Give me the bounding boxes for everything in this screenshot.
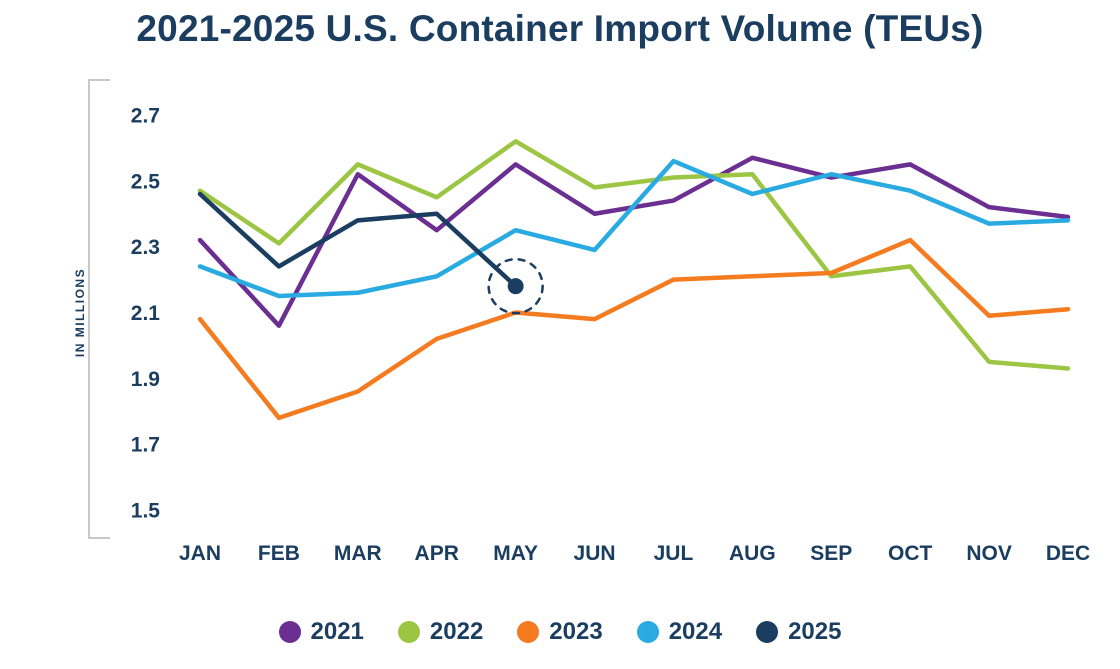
x-tick-label: MAY — [493, 542, 538, 565]
y-axis-title: IN MILLIONS — [73, 268, 87, 357]
legend-label: 2025 — [788, 618, 842, 645]
legend-item-2024: 2024 — [636, 618, 723, 646]
x-tick-label: NOV — [966, 542, 1012, 565]
x-tick-label: APR — [415, 542, 459, 565]
chart-title: 2021-2025 U.S. Container Import Volume (… — [136, 8, 984, 49]
x-tick-label: SEP — [810, 542, 852, 565]
y-tick-label: 1.9 — [131, 368, 160, 391]
y-tick-label: 2.1 — [131, 302, 161, 325]
legend-item-2023: 2023 — [517, 618, 603, 646]
legend-item-2021: 2021 — [278, 618, 364, 646]
highlight-dashed-circle — [487, 257, 544, 315]
x-tick-label: OCT — [888, 542, 933, 565]
y-axis-line — [88, 79, 110, 539]
legend-dot-2021 — [278, 621, 301, 643]
legend-dot-2023 — [517, 621, 540, 643]
legend-label: 2022 — [429, 618, 484, 645]
line-chart-plot-area: IN MILLIONS 2.7 2.5 2.3 2.1 1.9 1.7 1.5 JAN FEB MA… — [73, 79, 1090, 565]
legend-item-2025: 2025 — [756, 618, 841, 646]
legend-dot-2022 — [397, 621, 420, 643]
legend-dot-2025 — [756, 621, 779, 643]
y-tick-label: 2.5 — [131, 170, 161, 193]
x-tick-label: DEC — [1046, 542, 1090, 565]
y-tick-label: 2.3 — [131, 236, 160, 259]
y-tick-label: 1.7 — [131, 434, 160, 457]
legend-label: 2024 — [668, 618, 723, 645]
highlight-point — [507, 278, 524, 295]
x-tick-label: AUG — [729, 542, 776, 565]
x-tick-label: JUN — [574, 542, 616, 565]
series-line-2024 — [197, 158, 1071, 299]
legend-item-2022: 2022 — [397, 618, 484, 646]
legend-dot-2024 — [636, 621, 659, 643]
chart-legend: 2021 2022 2023 2024 2025 — [0, 618, 1120, 646]
x-tick-label: MAR — [334, 542, 382, 565]
series-line-2025 — [197, 191, 518, 289]
series-line-2023 — [197, 237, 1071, 421]
legend-label: 2023 — [549, 618, 603, 645]
legend-label: 2021 — [310, 618, 364, 645]
y-tick-label: 1.5 — [131, 500, 161, 523]
x-tick-label: JAN — [179, 542, 221, 565]
x-tick-label: FEB — [258, 542, 300, 565]
series-line-2022 — [197, 139, 1071, 371]
x-tick-label: JUL — [654, 542, 694, 565]
y-tick-label: 2.7 — [131, 105, 160, 128]
